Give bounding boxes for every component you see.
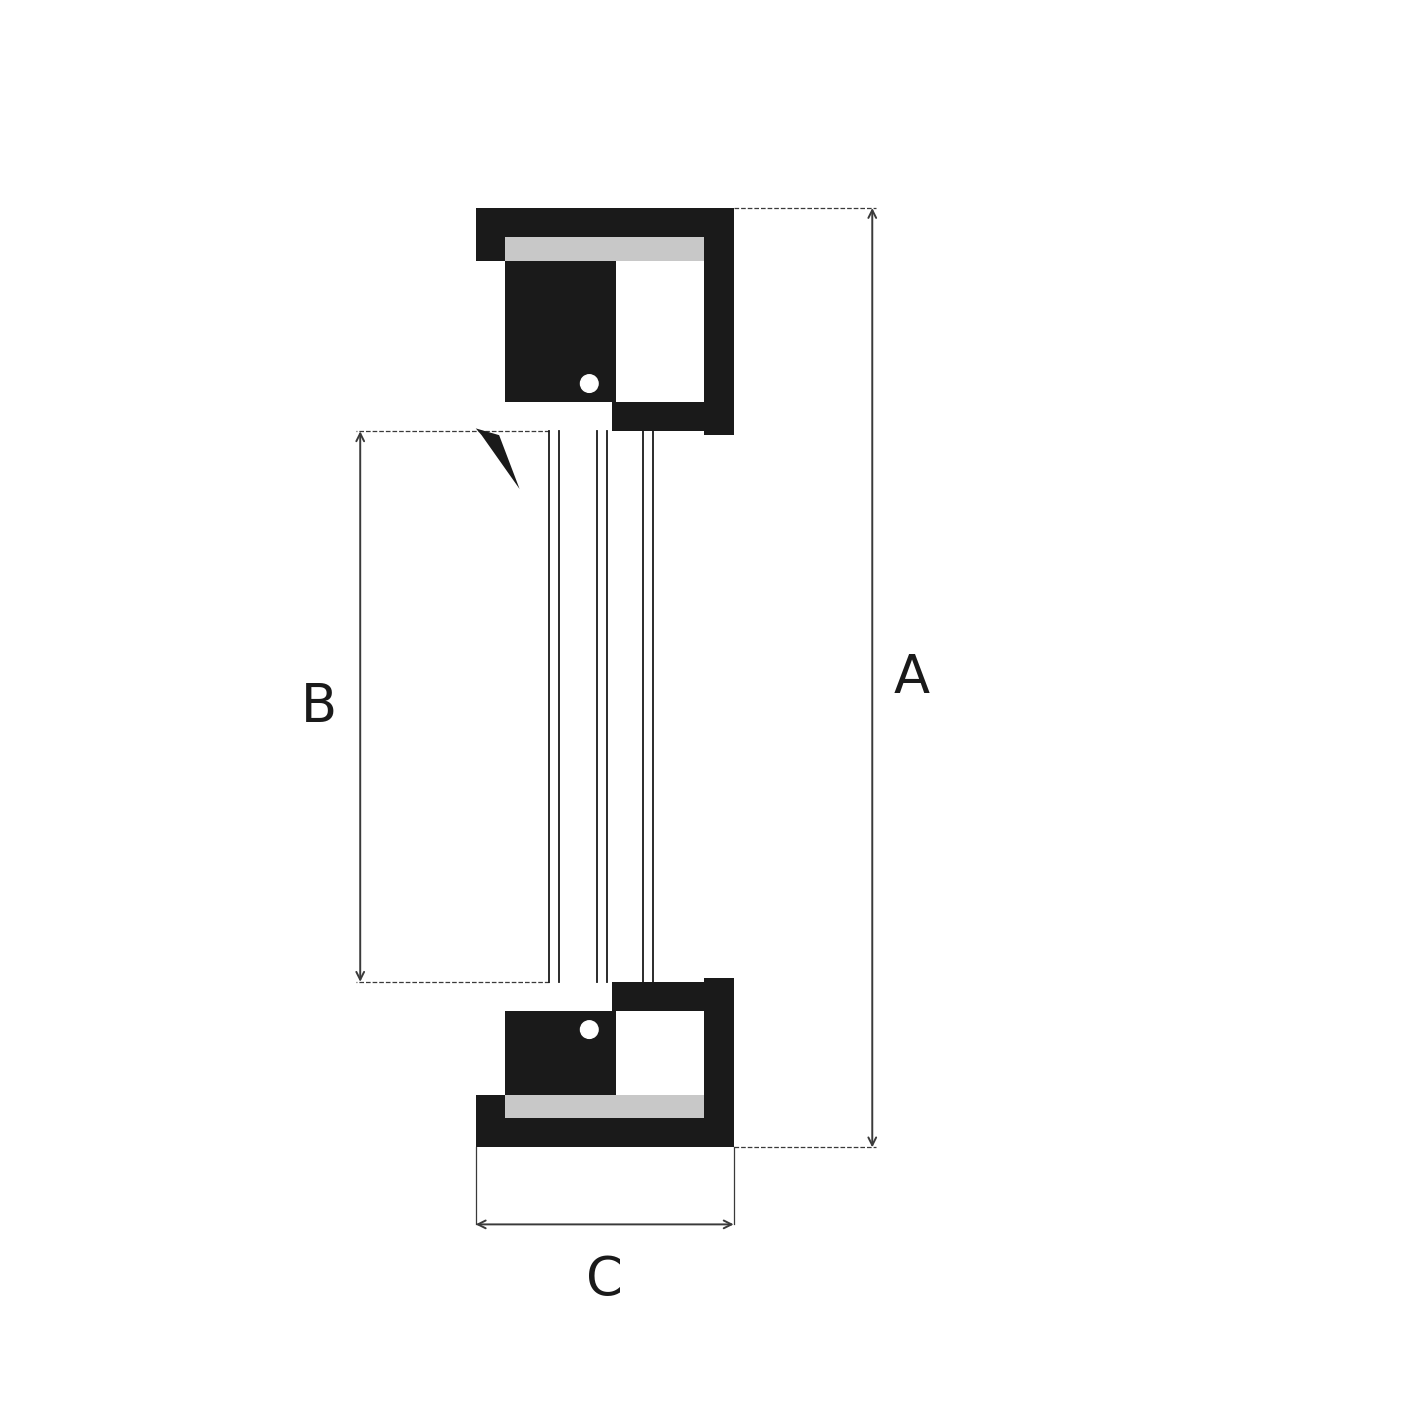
Polygon shape xyxy=(505,260,529,396)
Circle shape xyxy=(581,375,598,392)
Text: C: C xyxy=(586,1254,623,1306)
Circle shape xyxy=(572,1012,606,1046)
Text: B: B xyxy=(301,681,337,733)
Polygon shape xyxy=(475,429,520,489)
Polygon shape xyxy=(505,260,616,402)
Polygon shape xyxy=(505,1011,616,1095)
Circle shape xyxy=(572,367,606,401)
Polygon shape xyxy=(475,1118,734,1147)
Polygon shape xyxy=(505,238,704,260)
Polygon shape xyxy=(704,979,734,1147)
Text: A: A xyxy=(894,652,929,703)
Polygon shape xyxy=(505,1017,529,1095)
Polygon shape xyxy=(475,1095,505,1118)
Polygon shape xyxy=(613,402,704,432)
Polygon shape xyxy=(475,208,734,238)
Polygon shape xyxy=(475,238,505,260)
Polygon shape xyxy=(704,208,734,434)
Polygon shape xyxy=(529,1017,616,1095)
Polygon shape xyxy=(529,260,616,396)
Polygon shape xyxy=(613,981,704,1011)
Polygon shape xyxy=(505,1095,704,1118)
Circle shape xyxy=(581,1021,598,1039)
